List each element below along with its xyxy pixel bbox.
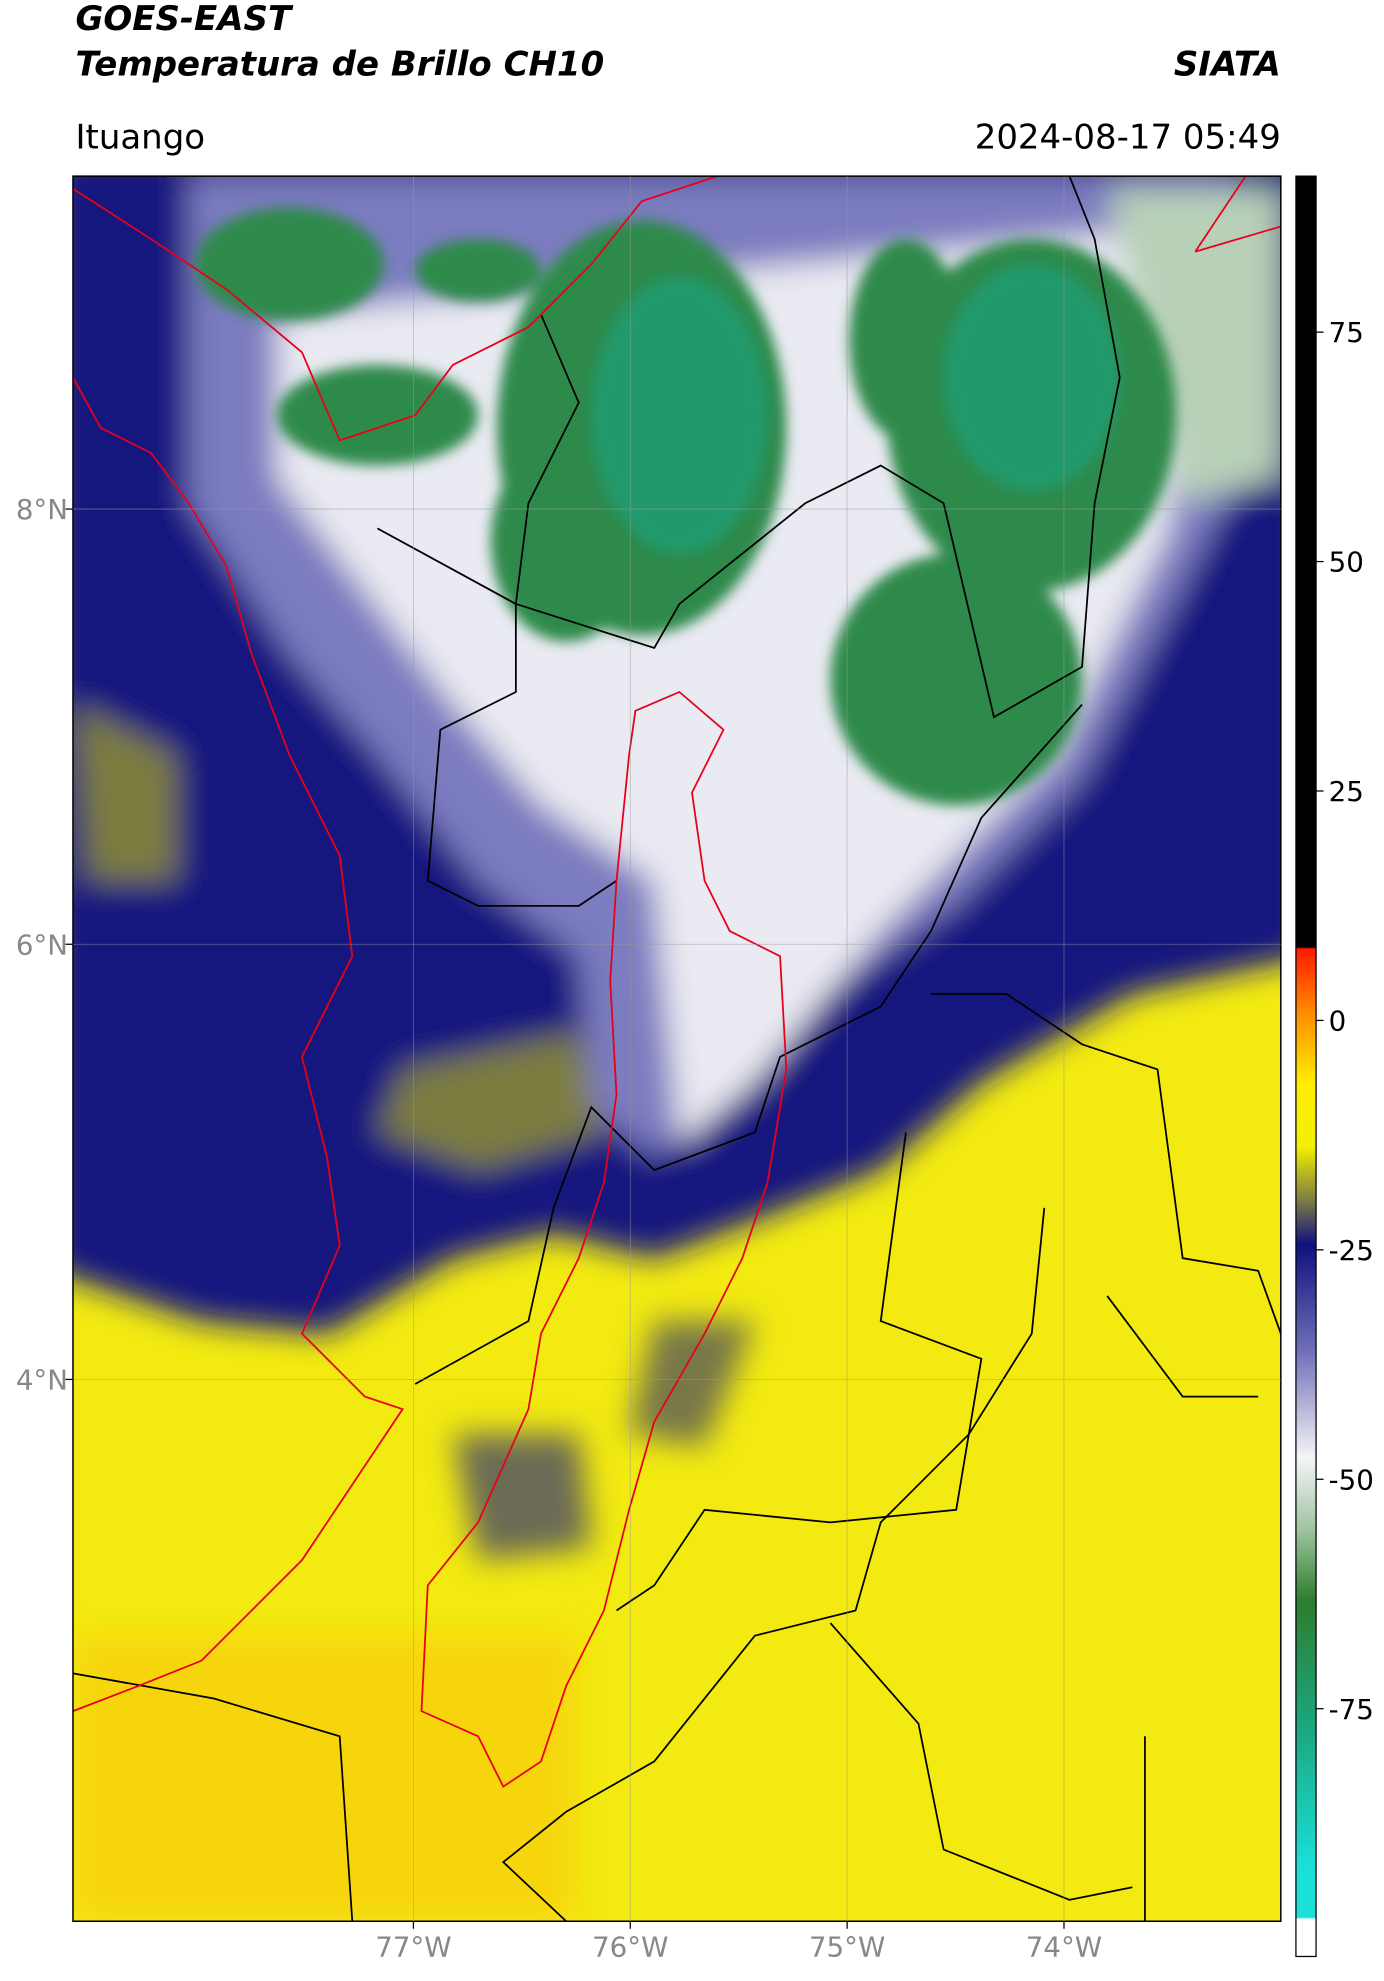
- colorbar-tick-label: -25: [1329, 1234, 1374, 1267]
- x-tick-label: 76°W: [592, 1930, 668, 1963]
- colorbar-tick-label: -75: [1329, 1693, 1374, 1726]
- x-tick-label: 74°W: [1026, 1930, 1102, 1963]
- x-tick-label: 77°W: [375, 1930, 451, 1963]
- source: SIATA: [1174, 44, 1281, 84]
- location: Ituango: [75, 117, 205, 157]
- map-frame: [72, 175, 1282, 1922]
- admin-borders: [72, 176, 1281, 1922]
- y-tick-label: 8°N: [16, 493, 68, 526]
- region-borders: [72, 176, 1281, 1788]
- y-tick-label: 4°N: [16, 1363, 68, 1396]
- colorbar-tick-label: 0: [1329, 1004, 1347, 1037]
- subtitle: Temperatura de Brillo CH10: [75, 44, 604, 84]
- colorbar-tick-label: -50: [1329, 1463, 1374, 1496]
- colorbar-tick-label: 50: [1329, 546, 1364, 579]
- x-tick-label: 75°W: [809, 1930, 885, 1963]
- colorbar-tick-label: 75: [1329, 316, 1364, 349]
- satellite-image: [72, 176, 1281, 1922]
- title: GOES-EAST: [75, 0, 293, 39]
- colorbar: [1295, 175, 1317, 1958]
- timestamp: 2024-08-17 05:49: [975, 117, 1281, 157]
- colorbar-tick-label: 25: [1329, 775, 1364, 808]
- y-tick-label: 6°N: [16, 928, 68, 961]
